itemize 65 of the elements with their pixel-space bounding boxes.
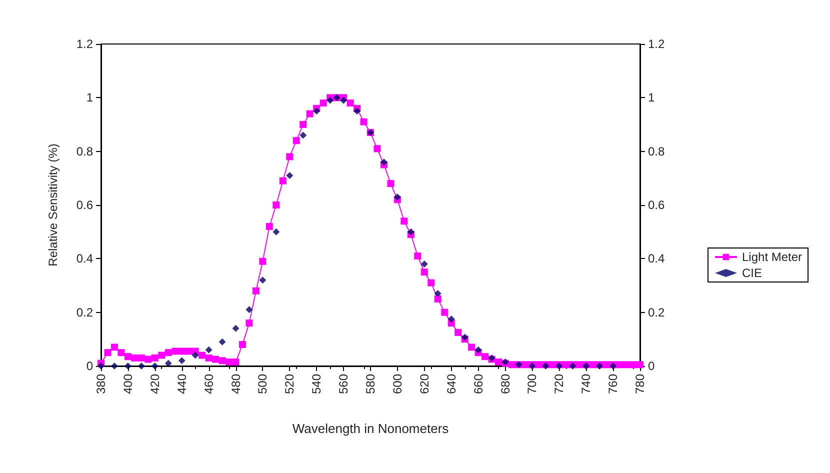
x-tick-label: 540 <box>310 374 324 394</box>
x-tick-label: 680 <box>498 374 512 394</box>
x-tick-label: 780 <box>633 374 647 394</box>
legend-label: CIE <box>742 266 762 280</box>
point <box>124 362 132 370</box>
y2-tick-label: 1.2 <box>648 37 666 51</box>
legend-label: Light Meter <box>742 250 802 264</box>
x-tick-label: 420 <box>148 374 162 394</box>
point <box>272 228 280 236</box>
point <box>286 172 294 179</box>
point <box>138 362 145 370</box>
point <box>259 276 266 284</box>
point <box>151 362 158 370</box>
point <box>192 352 199 359</box>
point <box>205 346 212 354</box>
point <box>300 132 307 139</box>
x-tick-label: 740 <box>579 374 594 394</box>
x-tick-label: 440 <box>174 374 189 394</box>
x-tick-label: 720 <box>552 374 566 394</box>
x-tick-label: 660 <box>471 374 486 394</box>
x-tick-label: 500 <box>256 374 270 394</box>
point <box>448 316 455 323</box>
x-tick-label: 580 <box>364 374 378 394</box>
x-tick-label: 620 <box>417 374 432 394</box>
point <box>110 362 118 370</box>
x-tick-label: 520 <box>282 374 297 394</box>
x-tick-label: 640 <box>444 374 458 394</box>
point <box>394 193 401 200</box>
y-tick-label: 0 <box>86 359 94 373</box>
point <box>434 290 442 298</box>
point <box>326 96 334 104</box>
y-tick-label: 1 <box>86 90 94 105</box>
point <box>232 324 240 332</box>
point <box>218 338 226 346</box>
y-tick-label: 0.2 <box>76 305 94 320</box>
y-axis-title: Relative Sensitivity (%) <box>46 144 60 266</box>
y2-tick-label: 1 <box>648 90 655 105</box>
point <box>313 108 320 115</box>
x-axis-title: Wavelength in Nonometers <box>292 421 450 436</box>
point <box>474 346 482 354</box>
x-tick-label: 380 <box>94 374 108 394</box>
point <box>164 360 172 367</box>
x-tick-label: 560 <box>336 374 351 394</box>
y-tick-label: 0.4 <box>76 252 94 266</box>
x-tick-label: 460 <box>202 374 216 394</box>
x-tick-label: 600 <box>390 374 404 394</box>
point <box>246 306 253 314</box>
point <box>407 228 414 236</box>
x-tick-label: 700 <box>525 374 540 394</box>
point <box>178 357 186 364</box>
y2-tick-label: 0.8 <box>648 144 666 158</box>
point <box>380 158 388 166</box>
y-tick-label: 0.6 <box>76 198 94 212</box>
y2-tick-label: 0 <box>648 359 655 373</box>
y2-tick-label: 0.4 <box>648 252 666 266</box>
point <box>420 260 428 268</box>
point <box>354 108 361 115</box>
x-tick-label: 480 <box>228 374 243 394</box>
point <box>340 96 348 104</box>
y2-tick-label: 0.6 <box>648 198 666 212</box>
x-tick-label: 760 <box>606 374 620 394</box>
y-tick-label: 1.2 <box>76 37 94 51</box>
y-tick-label: 0.8 <box>76 144 94 158</box>
x-tick-label: 400 <box>120 374 135 394</box>
y2-tick-label: 0.2 <box>648 305 666 320</box>
